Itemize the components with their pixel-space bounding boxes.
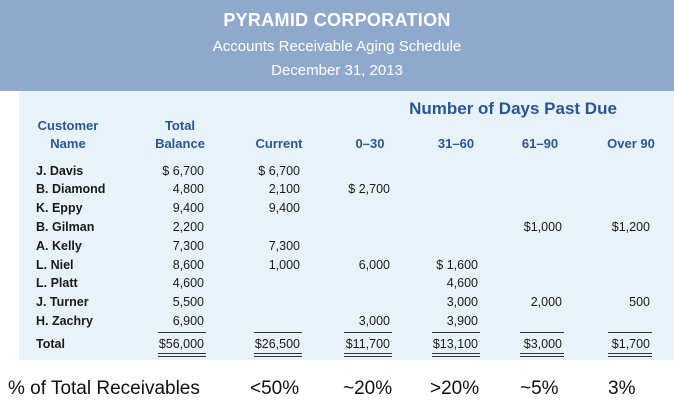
total-balance-cell: 4,800: [172, 182, 204, 196]
over-90-cell: 500: [629, 295, 650, 309]
total-header-line2: Balance: [155, 136, 205, 151]
days-31-60-double-rule: [432, 353, 480, 357]
current-sum: $26,500: [254, 337, 300, 351]
days-0-30-percent: ~20%: [343, 378, 393, 399]
company-title: PYRAMID CORPORATION: [223, 10, 451, 30]
customer-name: A. Kelly: [36, 239, 82, 253]
days-0-30-cell: 6,000: [358, 258, 390, 272]
over-90-percent: 3%: [608, 378, 636, 399]
totals-label: Total: [36, 337, 65, 351]
current-cell: $ 6,700: [258, 164, 300, 178]
days-61-90-cell: 2,000: [530, 295, 562, 309]
customer-header-line2: Name: [50, 136, 86, 151]
days-0-30-rule: [344, 332, 392, 333]
current-cell: 7,300: [268, 239, 300, 253]
customer-name: J. Turner: [36, 295, 89, 309]
days-0-30-cell: 3,000: [358, 314, 390, 328]
days-61-90-cell: $1,000: [523, 220, 562, 234]
total-balance-cell: 9,400: [172, 201, 204, 215]
current-cell: 2,100: [268, 182, 300, 196]
days-61-90-header: 61–90: [521, 136, 559, 151]
customer-name: B. Diamond: [36, 182, 106, 196]
over-90-cell: $1,200: [611, 220, 650, 234]
current-cell: 1,000: [268, 258, 300, 272]
total-balance-cell: 4,600: [172, 276, 204, 290]
over-90-rule: [608, 332, 652, 333]
days-0-30-cell: $ 2,700: [348, 182, 390, 196]
aging-table-panel: [19, 91, 674, 360]
customer-name: K. Eppy: [36, 201, 83, 215]
total-balance-double-rule: [158, 353, 206, 357]
days-31-60-sum: $13,100: [432, 337, 478, 351]
days-31-60-percent: >20%: [430, 378, 480, 399]
percent-label: % of Total Receivables: [8, 378, 200, 399]
days-31-60-header: 31–60: [437, 136, 475, 151]
total-header-line1: Total: [164, 118, 196, 133]
total-balance-cell: 7,300: [172, 239, 204, 253]
days-61-90-percent: ~5%: [520, 378, 559, 399]
current-percent: <50%: [250, 378, 300, 399]
customer-name: H. Zachry: [36, 314, 93, 328]
current-cell: 9,400: [268, 201, 300, 215]
report-date: December 31, 2013: [271, 62, 403, 79]
total-balance-cell: $ 6,700: [162, 164, 204, 178]
days-31-60-rule: [432, 332, 480, 333]
customer-name: L. Platt: [36, 276, 78, 290]
current-header: Current: [255, 136, 303, 151]
days-31-60-cell: 3,900: [446, 314, 478, 328]
total-balance-header: Total Balance: [144, 117, 216, 153]
total-balance-cell: 2,200: [172, 220, 204, 234]
days-past-due-title: Number of Days Past Due: [409, 99, 617, 118]
total-balance-sum: $56,000: [158, 337, 204, 351]
days-31-60-cell: $ 1,600: [436, 258, 478, 272]
total-balance-cell: 6,900: [172, 314, 204, 328]
over-90-sum: $1,700: [611, 337, 650, 351]
days-31-60-cell: 4,600: [446, 276, 478, 290]
days-0-30-double-rule: [344, 353, 392, 357]
days-61-90-rule: [520, 332, 564, 333]
over-90-header: Over 90: [607, 136, 655, 151]
customer-name: B. Gilman: [36, 220, 95, 234]
customer-name: L. Niel: [36, 258, 74, 272]
customer-name: J. Davis: [36, 164, 84, 178]
days-31-60-cell: 3,000: [446, 295, 478, 309]
customer-header-line1: Customer: [37, 118, 99, 133]
total-balance-cell: 5,500: [172, 295, 204, 309]
days-0-30-sum: $11,700: [345, 337, 390, 351]
current-double-rule: [254, 353, 302, 357]
current-rule: [254, 332, 302, 333]
over-90-double-rule: [608, 353, 652, 357]
total-balance-rule: [158, 332, 206, 333]
report-subtitle: Accounts Receivable Aging Schedule: [212, 38, 462, 55]
days-0-30-header: 0–30: [355, 136, 385, 151]
days-61-90-sum: $3,000: [523, 337, 562, 351]
report-header: PYRAMID CORPORATION Accounts Receivable …: [0, 0, 674, 91]
customer-header: Customer Name: [28, 117, 108, 153]
total-balance-cell: 8,600: [172, 258, 204, 272]
days-61-90-double-rule: [520, 353, 564, 357]
